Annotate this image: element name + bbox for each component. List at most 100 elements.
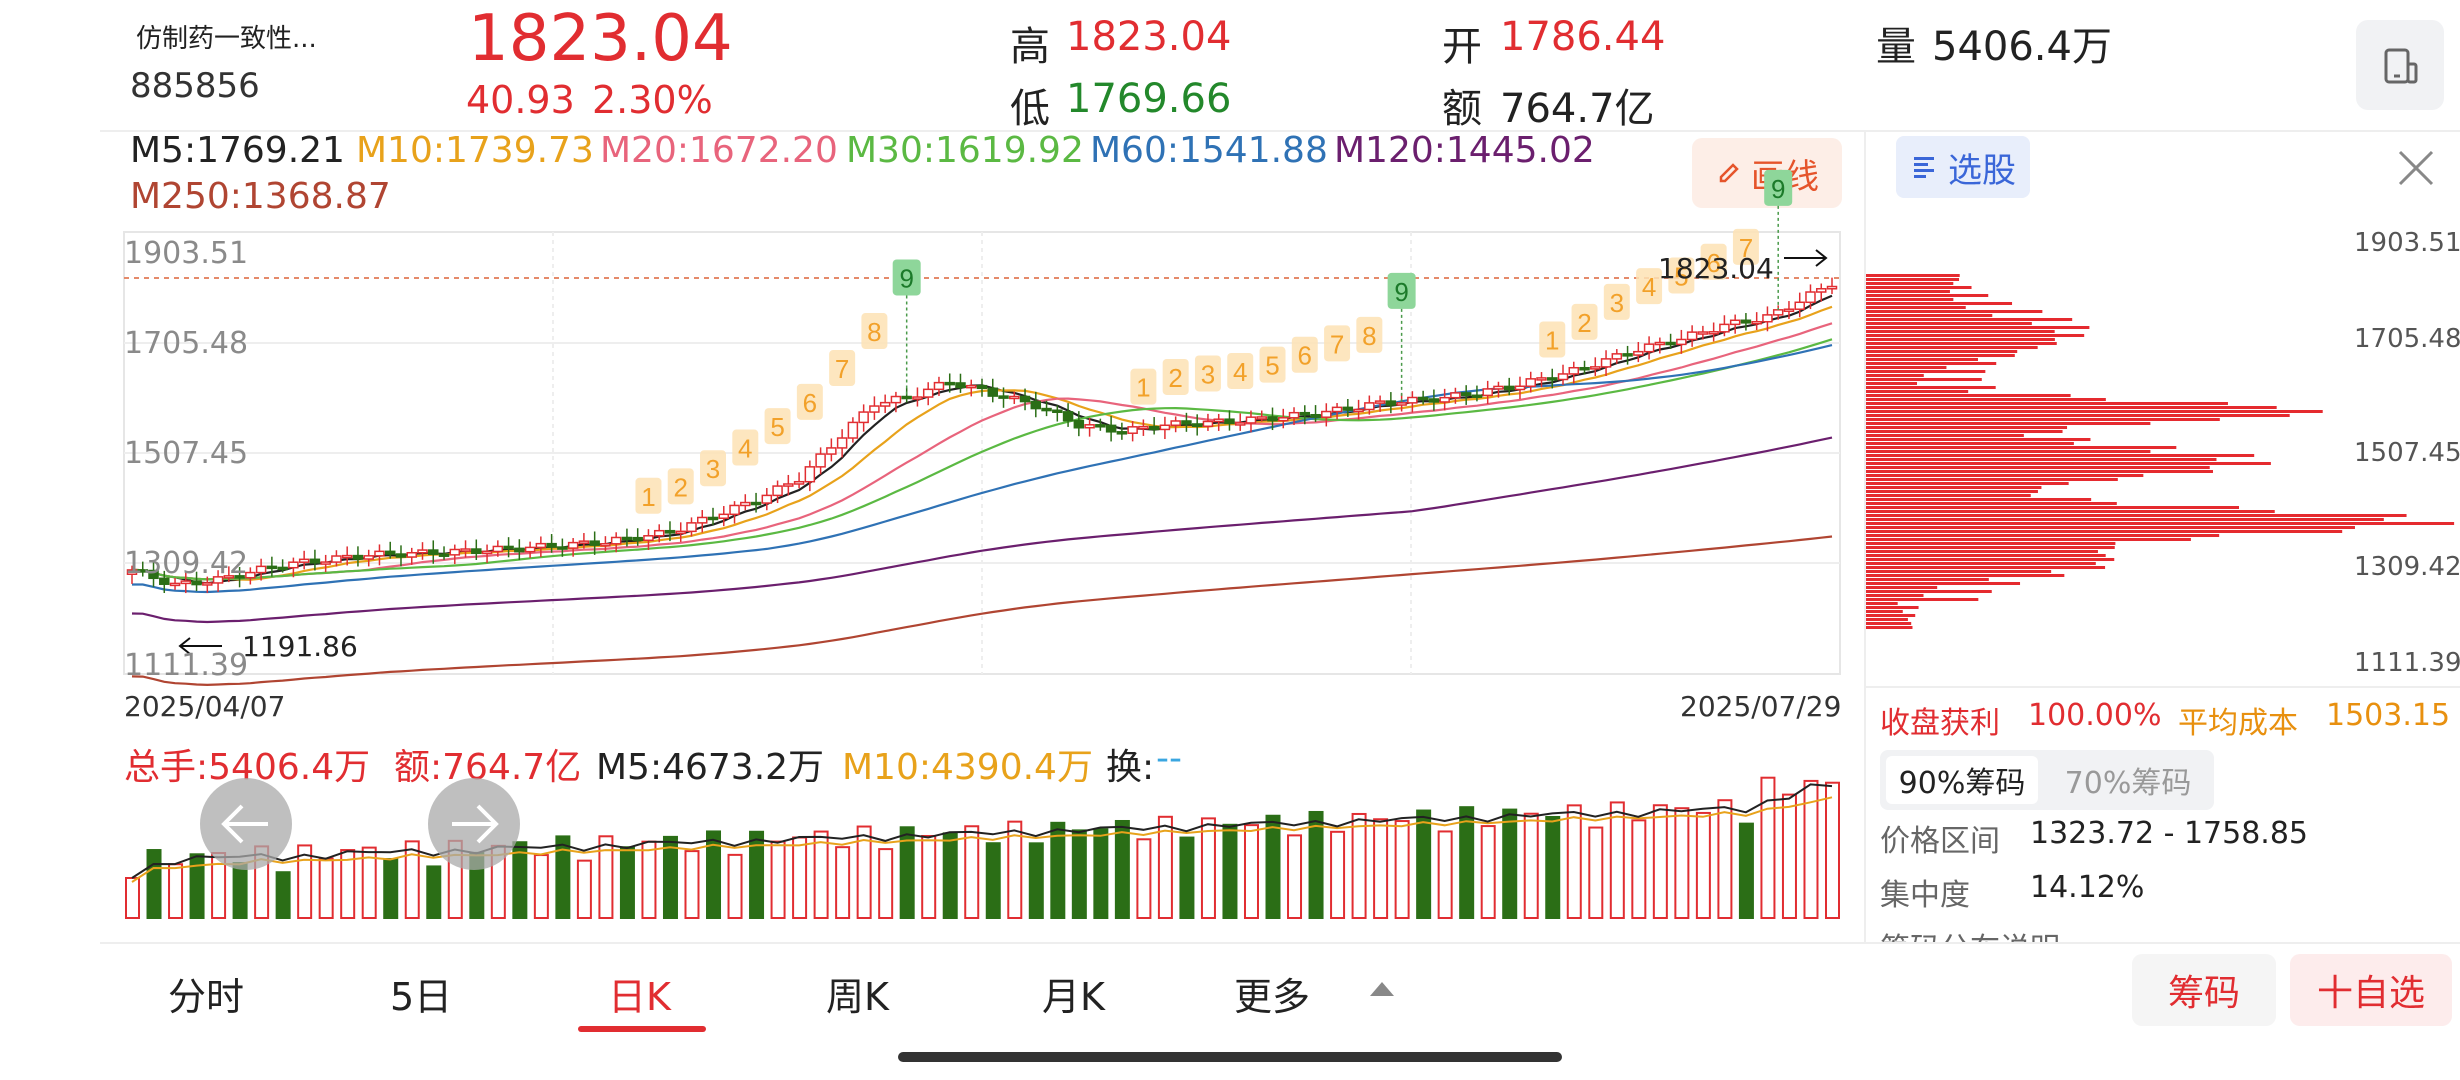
- chip-bar: [1866, 542, 2116, 545]
- volume-bar: [1028, 842, 1044, 919]
- tab-intraday[interactable]: 分时: [168, 975, 245, 1019]
- candle-body: [503, 545, 514, 550]
- td-top: 9: [1771, 174, 1785, 204]
- volume-bar: [1609, 801, 1625, 920]
- chip-bar: [1866, 578, 1989, 581]
- candle-body: [1374, 400, 1386, 404]
- tab-70-chip[interactable]: 70%筹码: [2064, 766, 2192, 801]
- active-tab-indicator: [578, 1026, 706, 1032]
- chip-axis-1: 1903.51: [2354, 228, 2460, 258]
- candle-body: [1084, 424, 1095, 429]
- caret-up-icon: [1370, 982, 1394, 996]
- candle-body: [955, 382, 966, 389]
- volume-bar: [1695, 811, 1711, 920]
- td-count: 4: [1233, 357, 1247, 387]
- scroll-left-button[interactable]: [200, 778, 292, 870]
- tab-90-chip[interactable]: 90%筹码: [1886, 756, 2038, 804]
- candle-body: [234, 575, 245, 579]
- stock-picker-button[interactable]: 选股: [1896, 136, 2030, 198]
- volume-bar: [1071, 829, 1087, 920]
- volume-bar: [749, 830, 765, 919]
- candle-body: [965, 384, 977, 389]
- candle-body: [1826, 285, 1838, 290]
- chip-bar: [1866, 422, 2151, 425]
- close-icon[interactable]: [2394, 146, 2438, 190]
- candle-body: [352, 554, 364, 560]
- td-badge: [796, 383, 823, 420]
- td-count: 5: [770, 412, 784, 442]
- chip-bar: [1866, 534, 2220, 537]
- arrow-right-icon: [452, 804, 499, 844]
- volume-bar: [555, 835, 571, 920]
- chip-bar: [1866, 278, 1960, 281]
- candle-body: [1353, 408, 1364, 413]
- td-badge: [1259, 346, 1286, 383]
- td-top: 9: [899, 263, 913, 293]
- chip-bar: [1866, 342, 2057, 345]
- low-label: 低: [1010, 86, 1050, 132]
- candle-body: [1697, 331, 1709, 335]
- td-count: 2: [1168, 363, 1182, 393]
- chip-bar: [1866, 618, 1908, 621]
- candle-body: [1557, 373, 1569, 381]
- candle-body: [1256, 416, 1267, 420]
- chip-bar: [1866, 478, 2118, 481]
- td-badge: [1539, 321, 1566, 358]
- td-count: 8: [867, 317, 881, 347]
- add-watchlist-button[interactable]: 十自选: [2290, 954, 2452, 1026]
- turnover-label: 换:: [1106, 747, 1155, 788]
- volume-bar: [1243, 824, 1259, 919]
- volume-bar: [1825, 781, 1840, 919]
- volume-bar: [1545, 815, 1561, 919]
- chip-bar: [1866, 502, 2117, 505]
- volume-bar: [361, 846, 377, 919]
- candle-body: [428, 549, 439, 555]
- volume-bar: [1652, 804, 1668, 920]
- concentration-label: 集中度: [1880, 878, 1970, 913]
- chip-bar: [1866, 318, 2073, 321]
- chip-bar: [1866, 414, 2290, 417]
- candle-body: [212, 576, 224, 584]
- chip-bar: [1866, 514, 2407, 517]
- scroll-right-button[interactable]: [428, 778, 520, 870]
- candle-body: [998, 395, 1009, 399]
- tab-5day[interactable]: 5日: [390, 975, 453, 1019]
- candle-body: [869, 405, 880, 413]
- tab-monthly-k[interactable]: 月K: [1042, 975, 1105, 1019]
- chip-bar: [1866, 378, 1982, 381]
- candle-body: [417, 549, 428, 554]
- chip-bar: [1866, 458, 2217, 461]
- volume-ma5-line: [131, 783, 1833, 879]
- candle-body: [847, 421, 859, 439]
- td-count: 8: [1362, 321, 1376, 351]
- chip-bar: [1866, 538, 2191, 541]
- avg-cost-value: 1503.15: [2326, 698, 2451, 733]
- chip-range-tabs[interactable]: 90%筹码 70%筹码: [1880, 750, 2214, 810]
- volume-bar: [835, 846, 851, 920]
- chip-button[interactable]: 筹码: [2132, 954, 2276, 1026]
- chip-bar: [1866, 482, 2069, 485]
- chip-info-link[interactable]: 筹码分布说明: [1880, 924, 2060, 942]
- tab-daily-k[interactable]: 日K: [608, 975, 671, 1019]
- chip-bar: [1866, 466, 2210, 469]
- candle-body: [664, 529, 676, 534]
- volume-m5: M5:4673.2万: [596, 747, 825, 788]
- candle-body: [169, 582, 181, 587]
- volume-bar: [662, 835, 678, 919]
- candle-body: [1224, 418, 1235, 425]
- chip-distribution-chart: [1866, 274, 2455, 629]
- volume-bar: [168, 863, 184, 919]
- td-badge: [1130, 368, 1157, 405]
- tab-more[interactable]: 更多: [1234, 975, 1311, 1019]
- candle-body: [804, 466, 816, 483]
- tab-weekly-k[interactable]: 周K: [826, 975, 889, 1019]
- chip-bar: [1866, 282, 1954, 285]
- price-axis-2: 1705.48: [124, 326, 249, 361]
- chip-bar: [1866, 274, 1960, 277]
- landscape-toggle-button[interactable]: [2356, 20, 2444, 110]
- chip-bar: [1866, 554, 2106, 557]
- volume-bar: [1631, 819, 1647, 919]
- candle-body: [546, 542, 557, 548]
- candle-body: [1805, 291, 1816, 304]
